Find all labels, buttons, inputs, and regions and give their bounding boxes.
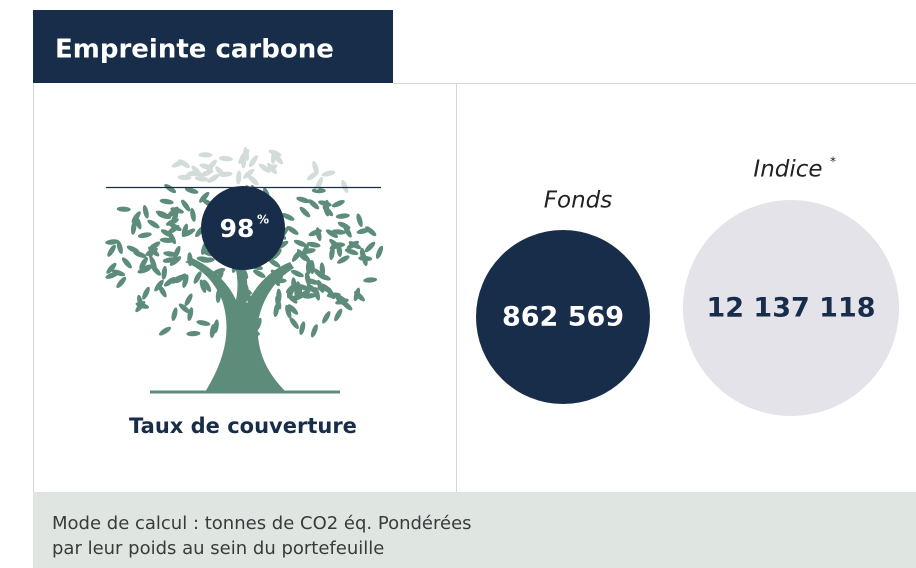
leaf bbox=[189, 208, 197, 223]
header-title: Empreinte carbone bbox=[55, 35, 334, 65]
index-note-mark: * bbox=[830, 155, 836, 169]
infographic: Empreinte carbone 98 % Taux de couvertur… bbox=[0, 0, 916, 568]
leaf bbox=[363, 277, 377, 283]
leaf bbox=[196, 319, 211, 327]
footer-line: Mode de calcul : tonnes de CO2 éq. Pondé… bbox=[52, 513, 472, 534]
leaf bbox=[290, 268, 305, 278]
leaf bbox=[146, 218, 161, 230]
leaf bbox=[247, 154, 259, 168]
index-label: Indice bbox=[753, 157, 822, 183]
leaf bbox=[186, 331, 200, 337]
coverage-value: 98 bbox=[220, 214, 255, 243]
leaf bbox=[298, 321, 306, 336]
leaf bbox=[183, 292, 194, 307]
leaf bbox=[331, 198, 346, 208]
leaf bbox=[163, 182, 177, 194]
index-value: 12 137 118 bbox=[706, 293, 875, 324]
leaf bbox=[235, 170, 241, 184]
coverage-label: Taux de couverture bbox=[129, 414, 357, 438]
leaf bbox=[355, 213, 364, 228]
leaf bbox=[219, 155, 233, 161]
fund-value: 862 569 bbox=[502, 302, 624, 333]
leaf bbox=[159, 198, 174, 205]
leaf bbox=[117, 206, 131, 212]
leaf bbox=[336, 254, 351, 266]
leaf bbox=[137, 231, 152, 239]
leaf bbox=[161, 266, 168, 281]
leaf bbox=[158, 325, 173, 337]
leaf bbox=[307, 198, 321, 211]
leaf bbox=[142, 204, 150, 219]
leaf bbox=[198, 152, 212, 157]
leaf bbox=[340, 179, 350, 194]
leaf bbox=[170, 307, 178, 322]
page: Empreinte carbone 98 % Taux de couvertur… bbox=[0, 0, 916, 568]
leaf bbox=[288, 316, 301, 330]
coverage-unit: % bbox=[257, 213, 269, 227]
leaf bbox=[363, 240, 377, 254]
leaf bbox=[120, 256, 133, 270]
leaf bbox=[141, 286, 152, 301]
leaf bbox=[333, 308, 344, 323]
leaf bbox=[321, 310, 333, 325]
fund-label: Fonds bbox=[544, 188, 612, 214]
leaf bbox=[296, 195, 311, 204]
leaf bbox=[298, 205, 312, 219]
footer-line: par leur poids au sein du portefeuille bbox=[52, 538, 384, 559]
leaf bbox=[374, 245, 384, 260]
leaf bbox=[309, 323, 319, 338]
leaf bbox=[241, 155, 246, 169]
leaf bbox=[115, 275, 128, 289]
leaf bbox=[336, 213, 350, 220]
leaf bbox=[106, 243, 118, 258]
leaf bbox=[321, 169, 336, 177]
